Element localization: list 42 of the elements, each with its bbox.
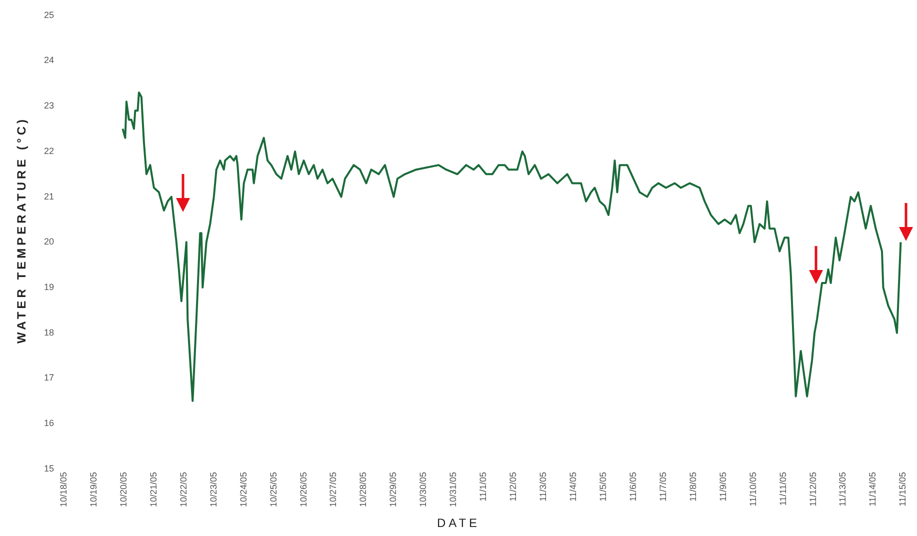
x-tick-label: 11/9/05 <box>718 472 728 502</box>
x-tick-label: 10/19/05 <box>88 472 98 508</box>
x-tick-label: 10/25/05 <box>268 472 278 508</box>
x-tick-label: 10/23/05 <box>208 472 218 508</box>
x-tick-label: 11/4/05 <box>568 472 578 502</box>
x-tick-label: 10/20/05 <box>118 472 128 508</box>
x-tick-label: 10/28/05 <box>358 472 368 508</box>
y-tick-label: 17 <box>44 372 54 383</box>
x-tick-label: 11/2/05 <box>508 472 518 502</box>
y-tick-label: 18 <box>44 327 54 338</box>
x-tick-label: 11/10/05 <box>748 472 758 506</box>
y-tick-label: 24 <box>44 55 54 66</box>
y-axis-title: WATER TEMPERATURE (°C) <box>14 116 28 344</box>
x-tick-label: 11/11/05 <box>778 472 788 506</box>
x-tick-label: 11/5/05 <box>598 472 608 502</box>
x-tick-label: 10/31/05 <box>448 472 458 508</box>
x-tick-label: 11/13/05 <box>838 472 848 506</box>
x-tick-label: 10/22/05 <box>178 472 188 508</box>
y-tick-label: 23 <box>44 100 54 111</box>
y-tick-label: 25 <box>44 10 54 20</box>
x-tick-label: 11/7/05 <box>658 472 668 502</box>
x-tick-label: 10/26/05 <box>298 472 308 508</box>
y-tick-label: 19 <box>44 282 54 292</box>
y-tick-label: 20 <box>44 236 54 247</box>
x-tick-label: 10/21/05 <box>148 472 158 508</box>
x-tick-label: 11/6/05 <box>628 472 638 502</box>
y-tick-label: 16 <box>44 418 54 428</box>
y-tick-label: 15 <box>44 463 54 474</box>
x-tick-label: 11/14/05 <box>868 472 878 506</box>
x-tick-label: 10/24/05 <box>238 472 248 508</box>
x-tick-label: 10/18/05 <box>58 472 68 508</box>
x-tick-label: 11/15/05 <box>898 472 908 506</box>
x-tick-label: 11/12/05 <box>808 472 818 506</box>
x-tick-label: 11/3/05 <box>538 472 548 502</box>
x-tick-label: 10/30/05 <box>418 472 428 508</box>
y-tick-label: 22 <box>44 146 54 156</box>
x-axis-title: DATE <box>436 516 482 530</box>
x-tick-label: 10/29/05 <box>388 472 398 508</box>
x-tick-label: 11/8/05 <box>688 472 698 502</box>
x-tick-label: 10/27/05 <box>328 472 338 508</box>
y-tick-label: 21 <box>44 191 54 202</box>
x-tick-label: 11/1/05 <box>478 472 488 502</box>
